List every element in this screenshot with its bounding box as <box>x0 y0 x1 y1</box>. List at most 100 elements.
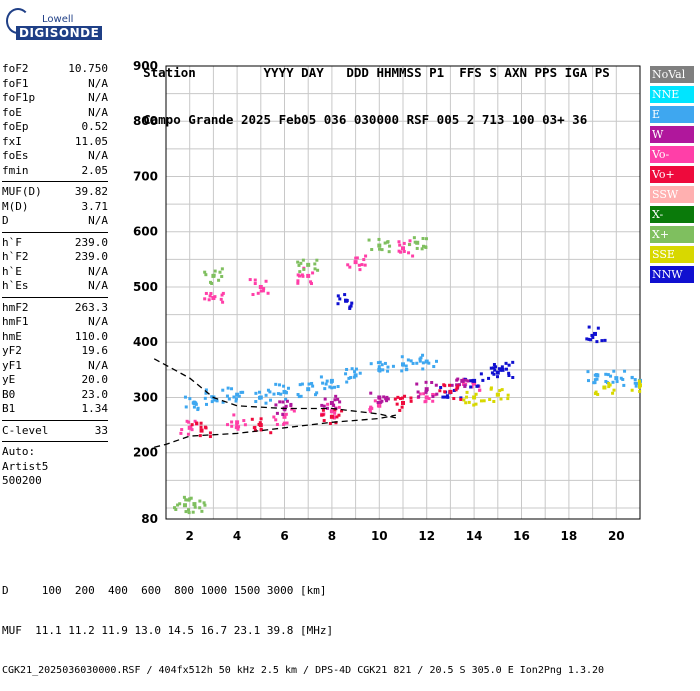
echo-point-e <box>276 392 280 396</box>
echo-point-vo- <box>208 431 212 435</box>
echo-point-vo- <box>399 250 403 254</box>
echo-point-e <box>634 384 638 388</box>
echo-point-vo- <box>190 423 194 427</box>
param-foe: foE N/A <box>2 106 108 121</box>
param-value: N/A <box>88 105 108 119</box>
echo-point-vo- <box>256 291 260 295</box>
echo-point-x- <box>202 501 206 505</box>
echo-point-w <box>323 397 327 401</box>
echo-point-e <box>196 406 200 410</box>
data-point-nnw <box>495 370 500 375</box>
echo-point-sse <box>462 398 466 402</box>
echo-point-e <box>376 361 380 365</box>
echo-point-x- <box>296 260 300 264</box>
echo-point-vo- <box>398 243 402 247</box>
echo-point-nnw <box>493 368 497 372</box>
x-tick-label: 6 <box>280 529 288 543</box>
param-value: 23.0 <box>81 387 109 401</box>
echo-point-e <box>204 388 208 392</box>
echo-point-e <box>358 371 362 375</box>
legend-item-nne: NNE <box>650 86 694 103</box>
param-value: 263.3 <box>74 300 108 314</box>
echo-point-e <box>329 380 333 384</box>
echo-point-vo- <box>438 389 442 393</box>
data-point-x- <box>192 502 197 507</box>
echo-point-e <box>311 384 315 388</box>
echo-point-vo- <box>188 425 192 429</box>
echo-point-vo- <box>333 411 337 415</box>
echo-point-e <box>254 400 258 404</box>
y-tick-label: 600 <box>133 225 158 239</box>
echo-point-x- <box>415 246 419 250</box>
echo-point-vo- <box>320 413 324 417</box>
echo-point-vo- <box>284 412 288 416</box>
echo-point-e <box>325 379 329 383</box>
echo-point-w <box>333 398 337 402</box>
echo-point-x- <box>297 263 301 267</box>
echo-point-nnw <box>587 337 591 341</box>
echo-point-vo- <box>236 427 240 431</box>
echo-point-vo- <box>418 392 422 396</box>
param-fof1p: foF1p N/A <box>2 91 108 106</box>
echo-point-vo- <box>309 282 313 286</box>
echo-point-sse <box>596 392 600 396</box>
echo-point-x- <box>220 267 224 271</box>
echo-point-vo- <box>431 399 435 403</box>
echo-point-sse <box>499 397 503 401</box>
data-point-vo- <box>235 420 240 425</box>
echo-point-sse <box>474 392 478 396</box>
echo-point-nnw <box>349 304 353 308</box>
param-fof2: foF2 10.750 <box>2 62 108 77</box>
echo-point-nnw <box>507 371 511 375</box>
param-b1: B1 1.34 <box>2 402 108 417</box>
header-label-yyyy: YYYY <box>263 65 294 80</box>
echo-point-w <box>386 397 390 401</box>
echo-point-vo- <box>253 282 257 286</box>
echo-point-e <box>380 363 384 367</box>
data-point-vo- <box>401 400 405 405</box>
echo-point-x- <box>217 278 221 282</box>
param-h-e: h`E N/A <box>2 265 108 280</box>
echo-point-e <box>411 361 415 365</box>
param-value: 11.05 <box>74 134 108 148</box>
y-tick-label: 700 <box>133 169 158 183</box>
echo-point-e <box>400 355 404 359</box>
param-key: B0 <box>2 387 16 401</box>
echo-point-e <box>210 400 214 404</box>
echo-point-vo- <box>393 397 397 401</box>
echo-point-x- <box>173 506 177 510</box>
legend-item-x-: X+ <box>650 226 694 243</box>
param-foes: foEs N/A <box>2 149 108 164</box>
header-value-iga: 03+ <box>542 112 565 127</box>
echo-point-nnw <box>469 385 473 389</box>
echo-point-vo- <box>443 384 447 388</box>
profile-dashed-curve <box>153 358 397 419</box>
header-value-s: 2 <box>466 112 475 127</box>
param-foep: foEp 0.52 <box>2 120 108 135</box>
y-tick-label: 300 <box>133 390 158 404</box>
echo-point-nnw <box>475 384 479 388</box>
echo-point-vo- <box>257 422 261 426</box>
echo-point-sse <box>638 385 642 389</box>
header-value-p1: RSF <box>406 112 430 127</box>
echo-point-w <box>320 403 324 407</box>
echo-point-e <box>593 378 597 382</box>
echo-point-e <box>319 375 323 379</box>
echo-point-w <box>461 379 465 383</box>
echo-point-w <box>369 391 373 395</box>
echo-point-e <box>321 381 325 385</box>
echo-point-e <box>264 393 268 397</box>
echo-point-w <box>281 400 285 404</box>
header-label-ffs: FFS <box>459 65 482 80</box>
echo-point-e <box>258 396 262 400</box>
echo-point-e <box>323 387 327 391</box>
header-value-day: Feb05 <box>278 112 317 127</box>
echo-point-nnw <box>490 371 494 375</box>
echo-point-vo- <box>335 415 339 419</box>
echo-point-vo- <box>199 425 203 429</box>
logo-lowell-text: Lowell <box>42 14 74 25</box>
header-value-hhmmss: 030000 <box>353 112 400 127</box>
echo-point-e <box>432 365 436 369</box>
echo-point-vo- <box>251 293 255 297</box>
echo-point-x- <box>377 237 381 241</box>
